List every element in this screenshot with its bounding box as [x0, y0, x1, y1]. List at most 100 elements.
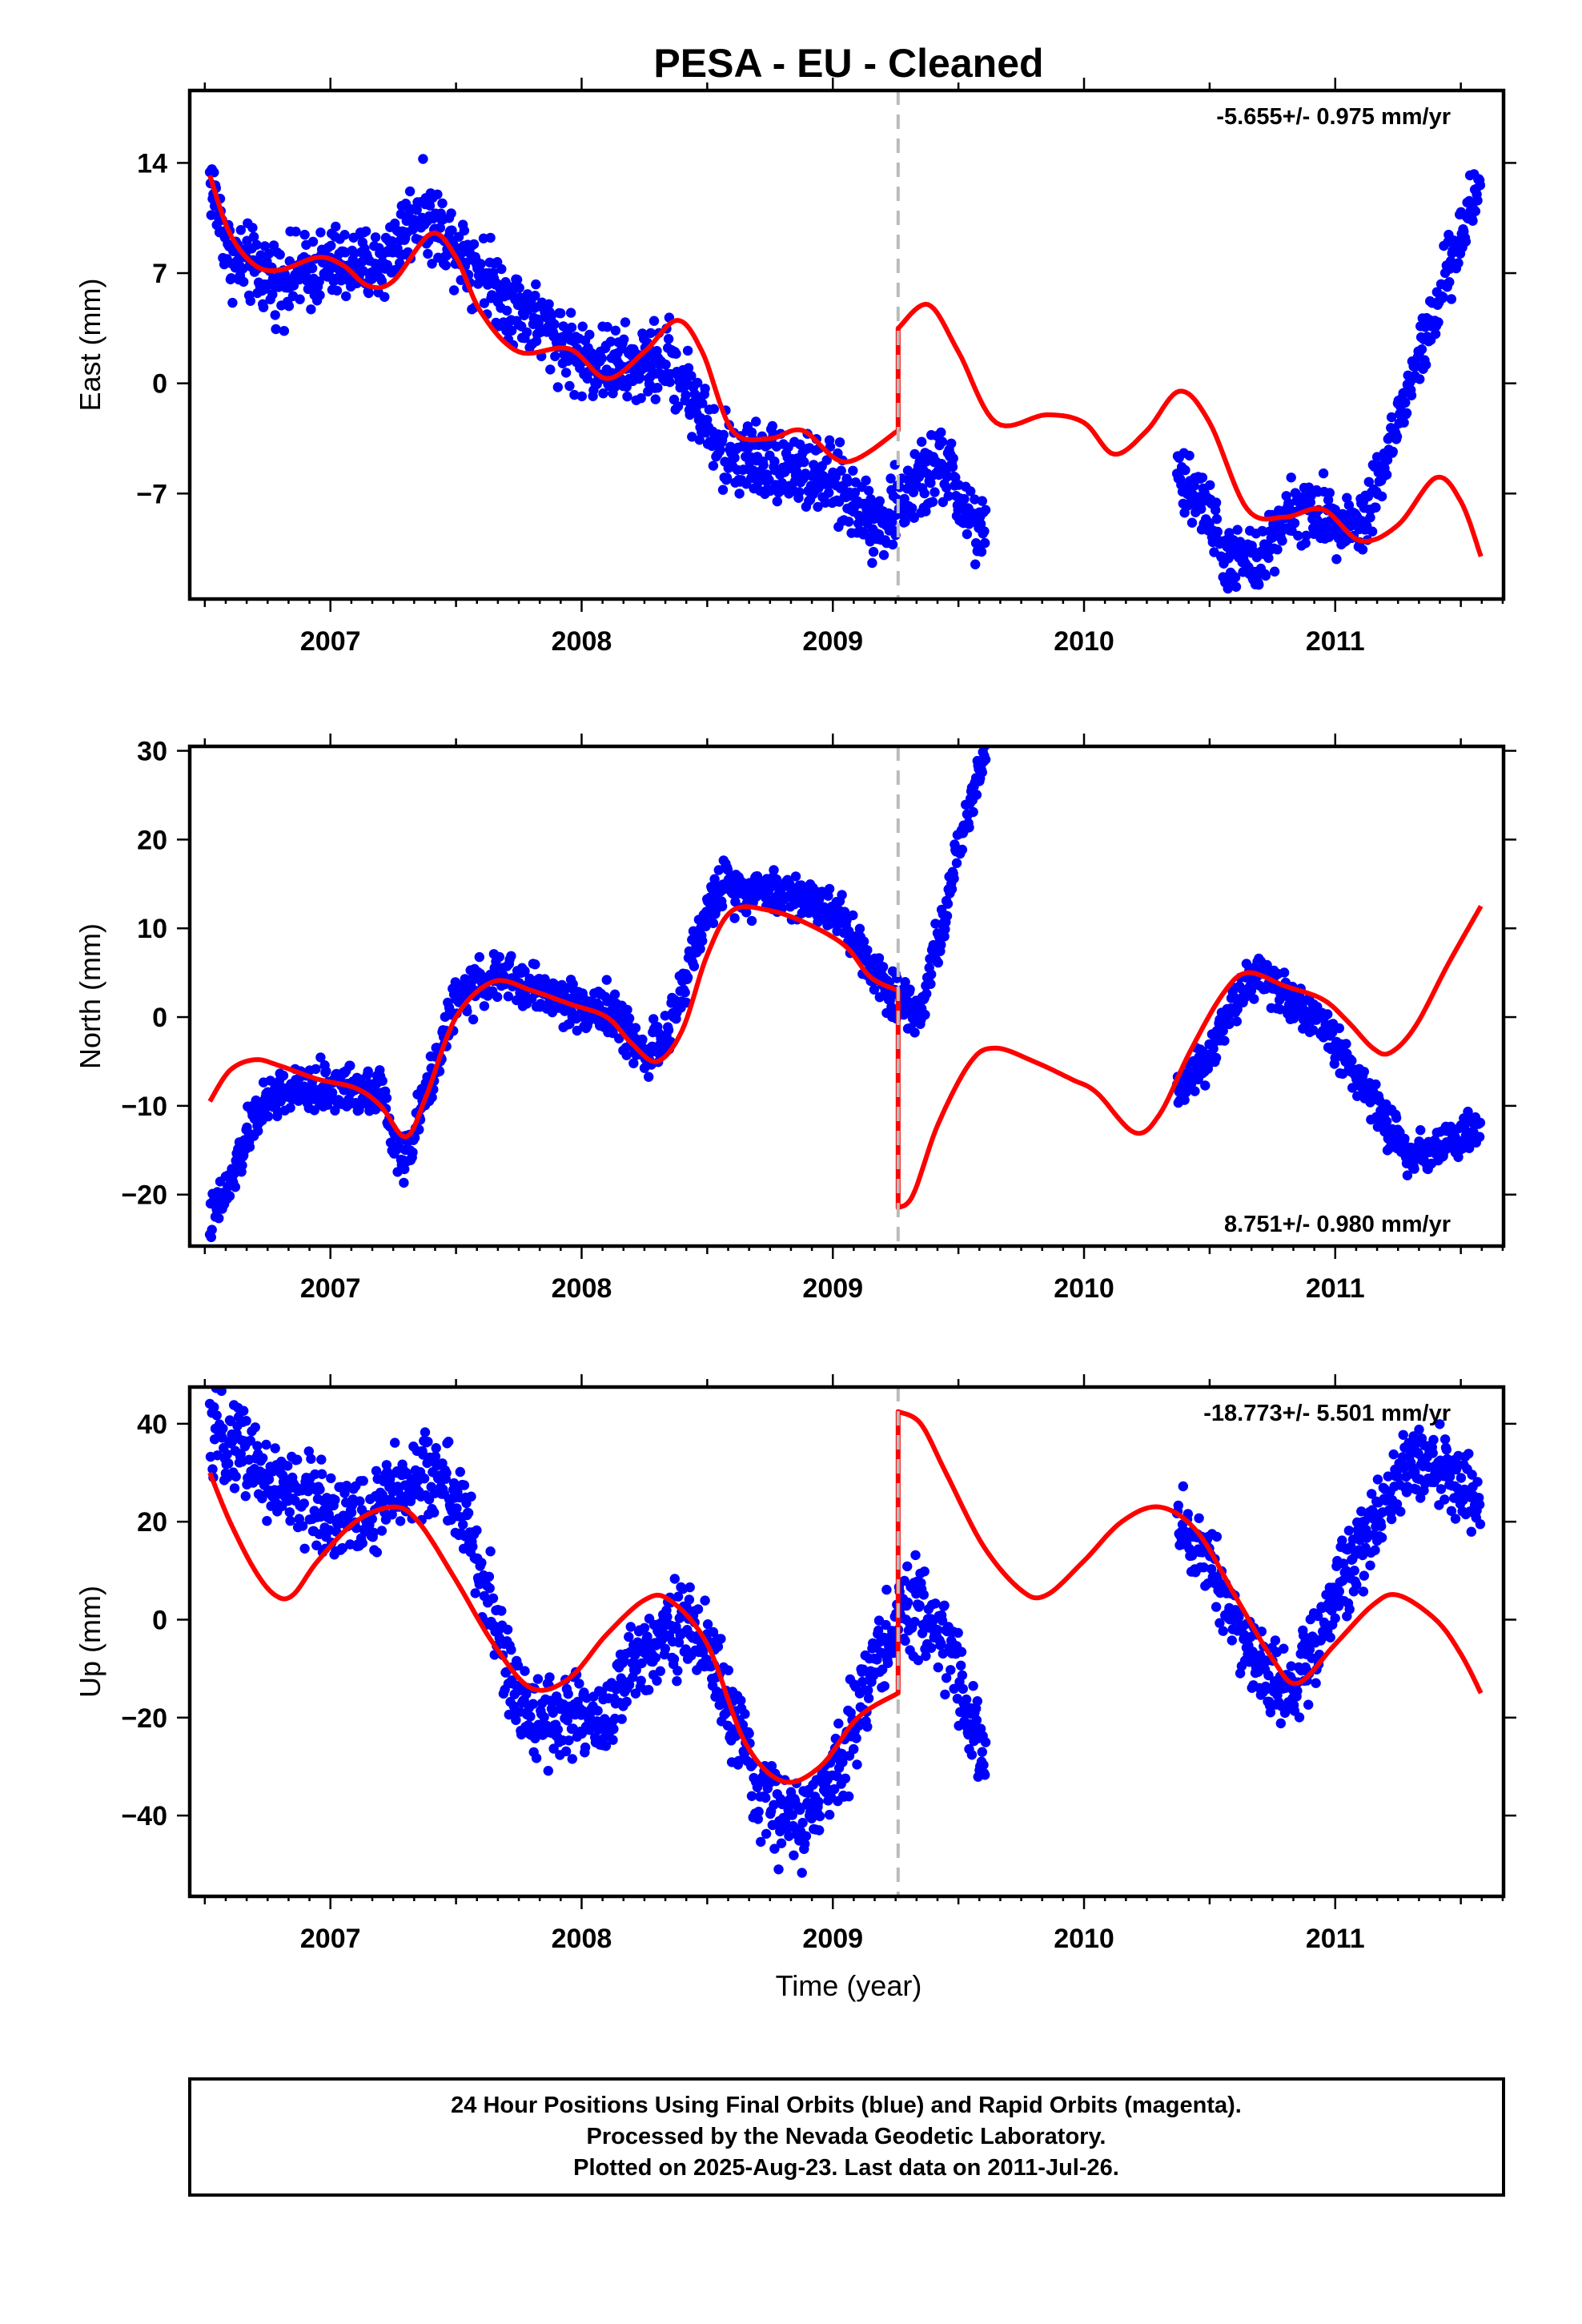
- data-point: [261, 1439, 271, 1450]
- data-point: [1200, 1080, 1211, 1091]
- data-point: [753, 1814, 763, 1824]
- data-point: [470, 1588, 480, 1598]
- data-point: [1386, 1514, 1397, 1525]
- data-point: [437, 198, 448, 209]
- data-point: [1286, 1661, 1296, 1671]
- data-point: [1438, 292, 1448, 303]
- data-point: [721, 472, 733, 483]
- data-point: [1212, 1574, 1223, 1585]
- data-point: [723, 1665, 733, 1675]
- data-point: [339, 230, 350, 240]
- data-point: [358, 1476, 368, 1486]
- data-point: [218, 1423, 228, 1434]
- data-point: [700, 384, 710, 394]
- data-point: [476, 1558, 487, 1568]
- data-point: [1415, 1125, 1426, 1136]
- data-point: [636, 393, 646, 404]
- data-point: [520, 966, 530, 976]
- plot-frame: [187, 744, 1506, 1248]
- data-point: [1178, 1481, 1189, 1492]
- data-point: [940, 1689, 950, 1700]
- data-point: [404, 186, 416, 197]
- data-point: [270, 310, 280, 320]
- data-point: [545, 364, 556, 375]
- data-point: [939, 1600, 950, 1611]
- data-point: [562, 1715, 572, 1726]
- data-point: [857, 1676, 868, 1687]
- data-point: [306, 1454, 316, 1464]
- data-point: [933, 1662, 944, 1673]
- data-point: [951, 858, 962, 869]
- data-point: [1427, 1448, 1438, 1458]
- data-point: [836, 465, 846, 476]
- data-point: [797, 1868, 807, 1878]
- data-point: [307, 236, 319, 247]
- data-point: [756, 1836, 766, 1848]
- data-point: [468, 239, 480, 250]
- data-point: [797, 1817, 808, 1828]
- model-curve-east: [207, 175, 1484, 557]
- data-point: [502, 305, 512, 316]
- data-point: [959, 493, 970, 505]
- data-point: [395, 258, 405, 268]
- data-point: [485, 1546, 496, 1557]
- data-point: [877, 1664, 888, 1675]
- data-point: [801, 1831, 812, 1841]
- data-point: [644, 1072, 654, 1082]
- y-tick-label: 0: [152, 1003, 167, 1033]
- x-tick-label: 2011: [1306, 626, 1365, 657]
- data-point: [874, 496, 885, 506]
- data-point: [468, 1014, 479, 1025]
- data-point: [496, 263, 507, 275]
- data-point: [550, 351, 560, 362]
- data-point: [777, 477, 787, 489]
- data-point: [637, 1034, 648, 1045]
- data-point: [1205, 480, 1215, 490]
- data-point: [592, 1706, 603, 1716]
- data-point: [837, 1748, 847, 1759]
- data-point: [858, 1664, 869, 1675]
- data-point: [1381, 1116, 1392, 1127]
- data-point: [977, 1747, 988, 1757]
- data-point: [1227, 1635, 1238, 1646]
- data-point: [1446, 1506, 1457, 1517]
- data-point: [1376, 491, 1387, 502]
- y-axis-label: East (mm): [74, 279, 106, 412]
- data-point: [971, 790, 982, 800]
- data-point: [1254, 580, 1264, 590]
- data-point: [363, 1066, 373, 1077]
- data-point: [229, 1483, 240, 1494]
- data-point: [621, 1050, 632, 1060]
- data-point: [881, 1619, 891, 1630]
- data-point: [821, 455, 832, 465]
- data-point: [689, 961, 700, 971]
- data-point: [1439, 1494, 1450, 1505]
- data-point: [942, 899, 954, 909]
- data-point: [1289, 518, 1300, 529]
- data-point: [532, 1674, 544, 1684]
- data-point: [858, 936, 869, 947]
- data-point: [939, 931, 950, 942]
- data-point: [946, 438, 957, 448]
- data-point: [957, 1670, 968, 1681]
- data-point: [522, 289, 533, 300]
- data-point: [377, 1076, 387, 1086]
- data-point: [602, 322, 612, 332]
- data-point: [295, 294, 305, 304]
- data-point: [285, 1103, 295, 1113]
- data-point: [239, 1405, 249, 1416]
- data-point: [564, 1735, 574, 1746]
- data-point: [357, 1538, 367, 1549]
- data-point: [977, 767, 988, 778]
- data-point: [488, 1593, 499, 1604]
- data-point: [758, 460, 769, 470]
- data-point: [514, 283, 524, 293]
- data-point: [247, 223, 258, 233]
- data-point: [701, 921, 711, 931]
- data-point: [1325, 1632, 1335, 1642]
- data-point: [771, 874, 782, 885]
- data-point: [574, 1679, 584, 1689]
- data-point: [621, 1696, 632, 1707]
- data-point: [311, 1063, 321, 1075]
- data-point: [661, 360, 671, 370]
